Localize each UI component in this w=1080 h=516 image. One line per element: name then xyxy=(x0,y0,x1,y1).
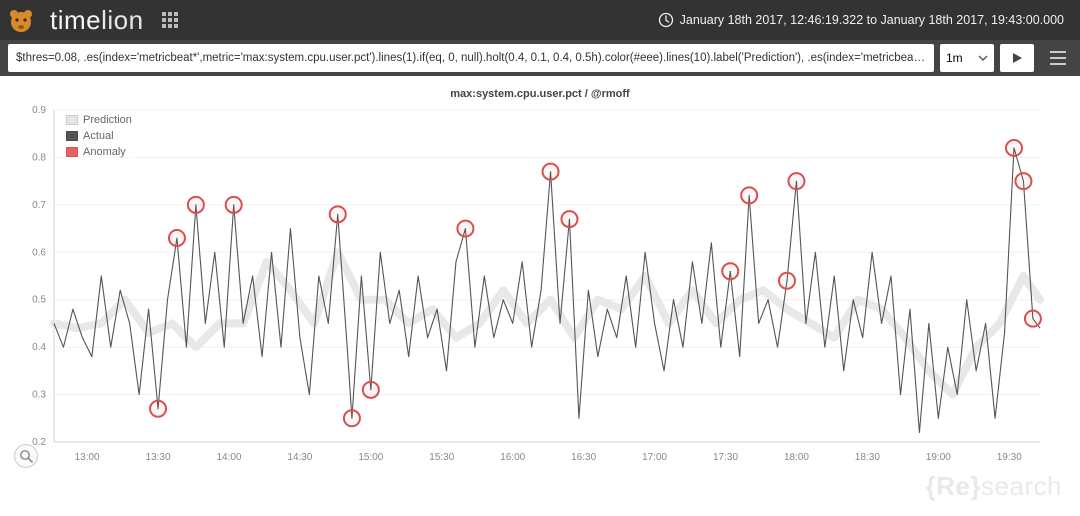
timelion-logo xyxy=(0,0,46,40)
svg-text:18:00: 18:00 xyxy=(784,452,809,463)
legend-swatch xyxy=(66,131,78,141)
svg-text:14:30: 14:30 xyxy=(287,452,312,463)
legend-item[interactable]: Anomaly xyxy=(66,144,132,160)
interval-value: 1m xyxy=(946,51,963,65)
legend-label: Anomaly xyxy=(83,144,126,160)
legend-swatch xyxy=(66,147,78,157)
legend-label: Prediction xyxy=(83,112,132,128)
svg-text:0.6: 0.6 xyxy=(32,247,46,258)
svg-text:15:30: 15:30 xyxy=(429,452,454,463)
svg-text:19:30: 19:30 xyxy=(997,452,1022,463)
legend-label: Actual xyxy=(83,128,114,144)
svg-text:0.7: 0.7 xyxy=(32,200,46,211)
brand-strong: time xyxy=(50,5,101,35)
lion-icon xyxy=(6,5,36,35)
chevron-down-icon xyxy=(978,53,988,63)
svg-text:13:00: 13:00 xyxy=(75,452,100,463)
magnifier-icon xyxy=(19,449,33,463)
app-switcher-icon[interactable] xyxy=(162,12,178,28)
legend-item[interactable]: Actual xyxy=(66,128,132,144)
brand-text: timelion xyxy=(50,5,144,36)
brand-light: lion xyxy=(101,5,143,35)
chart-legend: PredictionActualAnomaly xyxy=(62,110,136,162)
svg-text:18:30: 18:30 xyxy=(855,452,880,463)
svg-text:0.5: 0.5 xyxy=(32,295,46,306)
chart-panel: max:system.cpu.user.pct / @rmoff Predict… xyxy=(0,76,1080,476)
svg-text:0.9: 0.9 xyxy=(32,106,46,116)
svg-text:17:00: 17:00 xyxy=(642,452,667,463)
zoom-reset-button[interactable] xyxy=(14,444,38,468)
chart-plot[interactable]: PredictionActualAnomaly 0.20.30.40.50.60… xyxy=(14,106,1050,466)
svg-text:19:00: 19:00 xyxy=(926,452,951,463)
interval-select[interactable]: 1m xyxy=(940,44,994,72)
svg-text:0.8: 0.8 xyxy=(32,152,46,163)
svg-text:14:00: 14:00 xyxy=(216,452,241,463)
svg-text:16:30: 16:30 xyxy=(571,452,596,463)
clock-icon xyxy=(658,12,674,28)
chart-svg: 0.20.30.40.50.60.70.80.913:0013:3014:001… xyxy=(14,106,1050,466)
legend-swatch xyxy=(66,115,78,125)
svg-text:16:00: 16:00 xyxy=(500,452,525,463)
play-icon xyxy=(1011,52,1023,64)
svg-text:15:00: 15:00 xyxy=(358,452,383,463)
time-range-picker[interactable]: January 18th 2017, 12:46:19.322 to Janua… xyxy=(680,13,1072,27)
expression-input[interactable] xyxy=(8,44,934,72)
legend-item[interactable]: Prediction xyxy=(66,112,132,128)
svg-text:17:30: 17:30 xyxy=(713,452,738,463)
query-bar: 1m xyxy=(0,40,1080,76)
menu-icon[interactable] xyxy=(1044,44,1072,72)
run-button[interactable] xyxy=(1000,44,1034,72)
svg-text:0.4: 0.4 xyxy=(32,342,46,353)
svg-text:0.3: 0.3 xyxy=(32,390,46,401)
chart-title: max:system.cpu.user.pct / @rmoff xyxy=(14,88,1066,100)
svg-text:13:30: 13:30 xyxy=(146,452,171,463)
top-bar: timelion January 18th 2017, 12:46:19.322… xyxy=(0,0,1080,40)
